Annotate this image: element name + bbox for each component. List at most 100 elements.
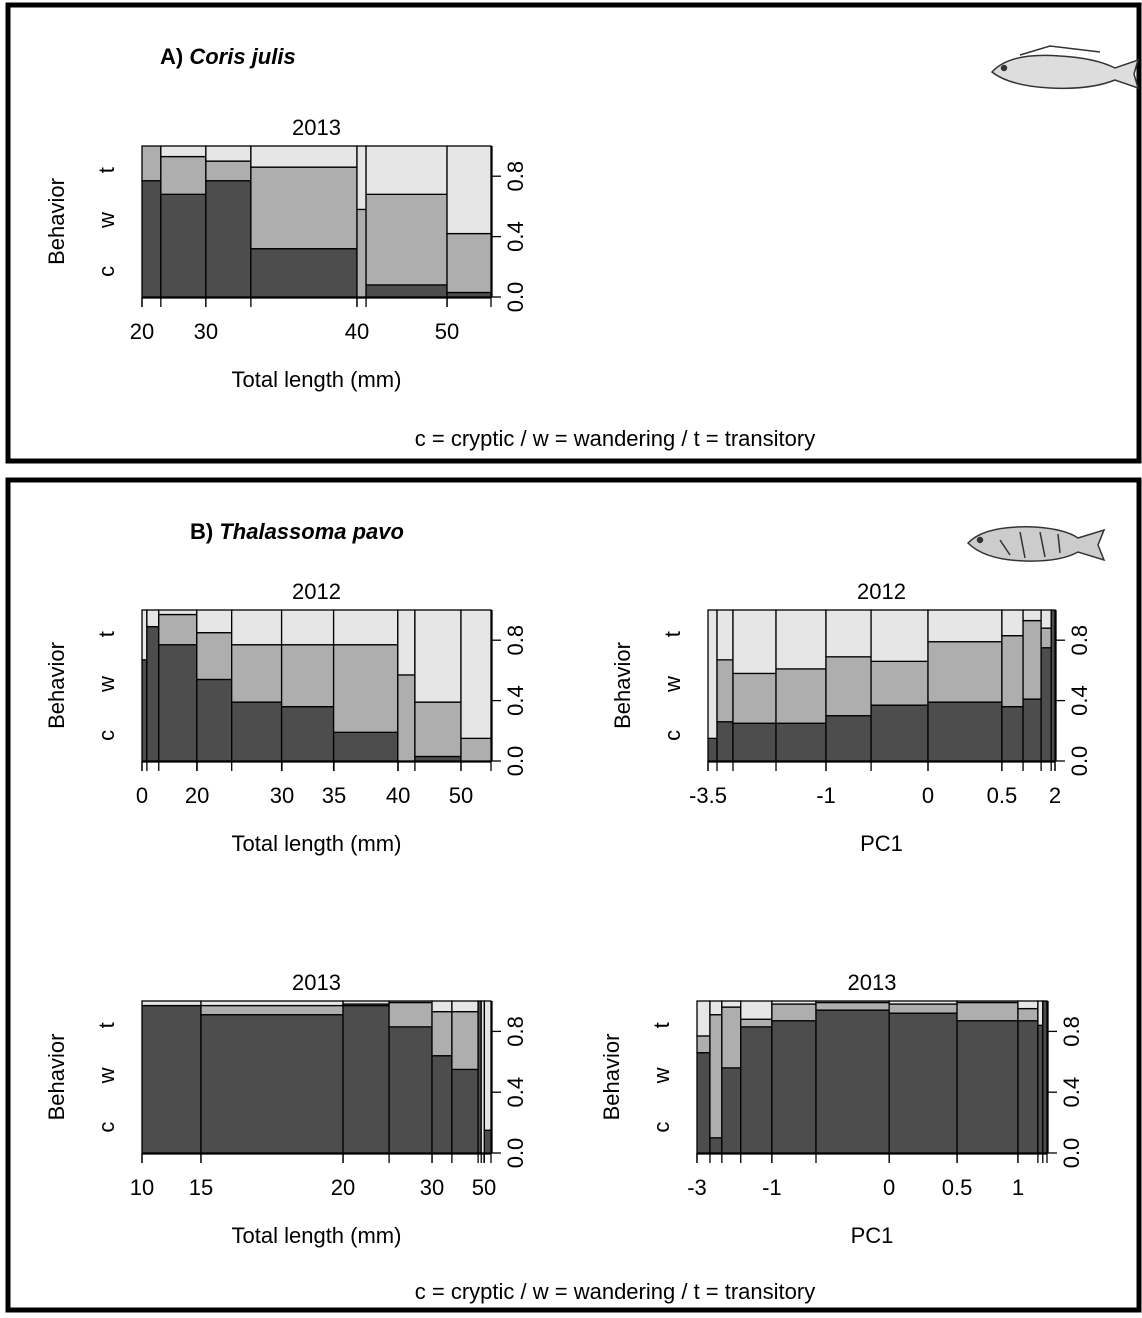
bar-segment — [159, 645, 197, 761]
bar-segment — [142, 660, 147, 761]
bar-segment — [432, 1001, 452, 1012]
chart-title: 2013 — [848, 970, 897, 995]
bar-segment — [816, 1001, 889, 1003]
bar-segment — [710, 1015, 722, 1138]
x-tick-label: 30 — [194, 319, 218, 344]
x-axis-label: PC1 — [860, 831, 903, 856]
bar-segment — [889, 1004, 957, 1013]
bar-segment — [201, 1015, 343, 1153]
bar-segment — [201, 1001, 343, 1006]
y-axis-label: Behavior — [44, 178, 69, 265]
y-tick-label: 0.0 — [503, 1138, 528, 1169]
bar-segment — [928, 610, 1002, 642]
bar-segment — [398, 675, 415, 761]
x-tick-label: 20 — [130, 319, 154, 344]
x-axis-label: Total length (mm) — [232, 1223, 402, 1248]
page: A) Coris julis B) Thalassoma pavo c = cr… — [0, 0, 1142, 1318]
x-axis-label: Total length (mm) — [232, 367, 402, 392]
bar-segment — [957, 1001, 1018, 1003]
bar-segment — [1018, 1009, 1038, 1021]
bar-segment — [398, 610, 415, 675]
x-tick-label: 0 — [883, 1175, 895, 1200]
bar-segment — [928, 702, 1002, 761]
x-tick-label: 0.5 — [987, 783, 1018, 808]
chart-title: 2012 — [857, 579, 906, 604]
series-name: t — [94, 1022, 119, 1028]
series-name: c — [94, 730, 119, 741]
bar-segment — [159, 610, 197, 615]
x-tick-label: 50 — [435, 319, 459, 344]
bar-segment — [206, 161, 251, 181]
bar-segment — [776, 723, 826, 761]
bar-segment — [343, 1006, 389, 1153]
series-name: t — [94, 631, 119, 637]
y-axis-label: Behavior — [599, 1034, 624, 1121]
chart-title: 2013 — [292, 115, 341, 140]
x-tick-label: 20 — [331, 1175, 355, 1200]
y-axis-label: Behavior — [610, 642, 635, 729]
x-tick-label: 0.5 — [942, 1175, 973, 1200]
x-tick-label: 40 — [386, 783, 410, 808]
bar-segment — [447, 146, 491, 234]
bar-segment — [447, 234, 491, 293]
y-tick-label: 0.8 — [1067, 625, 1092, 656]
bar-segment — [484, 1130, 491, 1153]
species-name: Thalassoma pavo — [219, 519, 404, 544]
bar-segment — [142, 1001, 201, 1006]
bar-segment — [161, 157, 206, 195]
bar-segment — [741, 1001, 772, 1019]
x-tick-label: 40 — [345, 319, 369, 344]
bar-segment — [147, 627, 159, 761]
x-tick-label: 20 — [185, 783, 209, 808]
series-name: c — [94, 266, 119, 277]
x-tick-label: 2 — [1049, 783, 1061, 808]
y-tick-label: 0.0 — [503, 282, 528, 313]
x-tick-label: -1 — [762, 1175, 782, 1200]
bar-segment — [1041, 610, 1051, 628]
bar-segment — [697, 1001, 710, 1036]
bar-segment — [1023, 699, 1041, 761]
bar-segment — [871, 705, 928, 761]
bar-segment — [816, 1010, 889, 1153]
fish-illustration — [968, 527, 1104, 561]
y-axis-label: Behavior — [44, 642, 69, 729]
bar-segment — [206, 181, 251, 297]
x-tick-label: 15 — [189, 1175, 213, 1200]
bar-segment — [452, 1001, 478, 1012]
bar-segment — [1023, 621, 1041, 700]
bar-segment — [389, 1003, 432, 1027]
bar-segment — [389, 1001, 432, 1003]
y-tick-label: 0.4 — [503, 221, 528, 252]
bar-segment — [826, 610, 871, 657]
bar-segment — [357, 209, 366, 297]
x-tick-label: 50 — [449, 783, 473, 808]
bar-segment — [772, 1021, 816, 1153]
bar-segment — [871, 610, 928, 661]
bar-segment — [1023, 610, 1041, 621]
bar-segment — [717, 722, 733, 761]
series-name: c — [94, 1122, 119, 1133]
bar-segment — [1041, 648, 1051, 761]
bar-segment — [232, 610, 282, 645]
bar-segment — [366, 285, 447, 297]
bar-segment — [928, 642, 1002, 702]
bar-segment — [389, 1027, 432, 1153]
bar-segment — [717, 660, 733, 722]
bar-segment — [282, 707, 334, 761]
bar-segment — [357, 146, 366, 209]
bar-segment — [334, 645, 398, 733]
bar-segment — [722, 1001, 741, 1007]
bar-segment — [232, 702, 282, 761]
bar-segment — [251, 146, 357, 167]
bar-segment — [251, 249, 357, 297]
bar-segment — [142, 146, 161, 181]
bar-segment — [697, 1036, 710, 1053]
x-tick-label: 30 — [420, 1175, 444, 1200]
bar-segment — [733, 610, 776, 673]
bar-segment — [1002, 636, 1023, 707]
bar-segment — [282, 610, 334, 645]
y-tick-label: 0.0 — [1059, 1138, 1084, 1169]
bar-segment — [159, 615, 197, 645]
bar-segment — [710, 1001, 722, 1015]
bar-segment — [710, 1138, 722, 1153]
